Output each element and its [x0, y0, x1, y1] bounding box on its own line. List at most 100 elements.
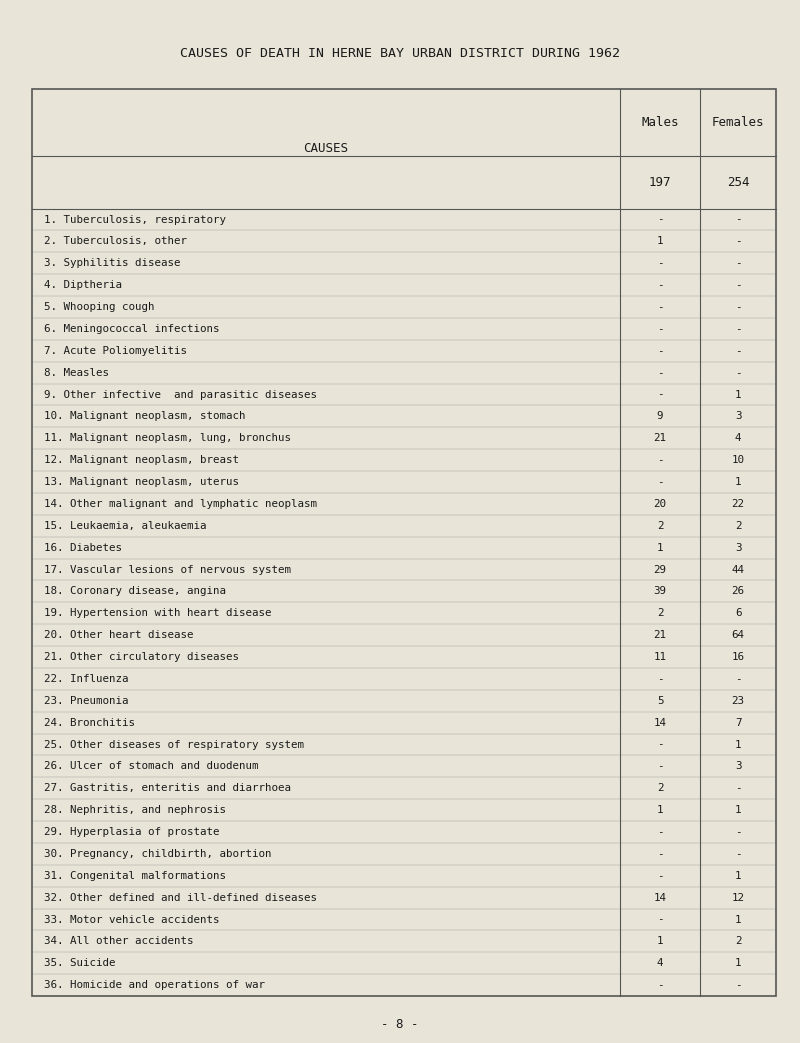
- Text: 31. Congenital malformations: 31. Congenital malformations: [44, 871, 226, 880]
- Text: 1: 1: [734, 871, 742, 880]
- Text: -: -: [657, 302, 663, 312]
- Text: 197: 197: [649, 176, 671, 189]
- Text: 3: 3: [734, 761, 742, 772]
- Text: 21. Other circulatory diseases: 21. Other circulatory diseases: [44, 652, 239, 662]
- Text: 6. Meningococcal infections: 6. Meningococcal infections: [44, 324, 219, 334]
- Text: 5. Whooping cough: 5. Whooping cough: [44, 302, 154, 312]
- Text: -: -: [657, 739, 663, 750]
- Text: 2: 2: [734, 520, 742, 531]
- Text: 14: 14: [654, 893, 666, 902]
- Text: 22: 22: [731, 499, 745, 509]
- Text: 4: 4: [734, 433, 742, 443]
- Text: -: -: [657, 455, 663, 465]
- Text: Males: Males: [642, 116, 678, 129]
- Text: 4. Diptheria: 4. Diptheria: [44, 281, 122, 290]
- Text: 23: 23: [731, 696, 745, 706]
- Text: 32. Other defined and ill-defined diseases: 32. Other defined and ill-defined diseas…: [44, 893, 317, 902]
- Text: -: -: [734, 367, 742, 378]
- Text: 35. Suicide: 35. Suicide: [44, 959, 115, 968]
- Text: 2: 2: [657, 783, 663, 794]
- Text: 22. Influenza: 22. Influenza: [44, 674, 129, 684]
- Text: -: -: [657, 849, 663, 858]
- Text: 1: 1: [657, 237, 663, 246]
- Text: 20: 20: [654, 499, 666, 509]
- Text: 39: 39: [654, 586, 666, 597]
- Text: 11. Malignant neoplasm, lung, bronchus: 11. Malignant neoplasm, lung, bronchus: [44, 433, 291, 443]
- Text: -: -: [734, 346, 742, 356]
- Text: -: -: [734, 827, 742, 838]
- Text: 19. Hypertension with heart disease: 19. Hypertension with heart disease: [44, 608, 271, 618]
- Text: -: -: [734, 324, 742, 334]
- Text: 25. Other diseases of respiratory system: 25. Other diseases of respiratory system: [44, 739, 304, 750]
- Text: 64: 64: [731, 630, 745, 640]
- Text: -: -: [657, 761, 663, 772]
- Text: 5: 5: [657, 696, 663, 706]
- Text: -: -: [657, 871, 663, 880]
- Text: 3. Syphilitis disease: 3. Syphilitis disease: [44, 259, 181, 268]
- Text: -: -: [734, 259, 742, 268]
- Text: -: -: [657, 915, 663, 924]
- Text: CAUSES OF DEATH IN HERNE BAY URBAN DISTRICT DURING 1962: CAUSES OF DEATH IN HERNE BAY URBAN DISTR…: [180, 47, 620, 59]
- Text: 4: 4: [657, 959, 663, 968]
- Text: 34. All other accidents: 34. All other accidents: [44, 937, 194, 946]
- Text: 1: 1: [657, 937, 663, 946]
- Text: 33. Motor vehicle accidents: 33. Motor vehicle accidents: [44, 915, 219, 924]
- Text: 9. Other infective  and parasitic diseases: 9. Other infective and parasitic disease…: [44, 389, 317, 399]
- Text: 6: 6: [734, 608, 742, 618]
- Text: -: -: [657, 389, 663, 399]
- Text: 26: 26: [731, 586, 745, 597]
- Text: 11: 11: [654, 652, 666, 662]
- Text: -: -: [734, 783, 742, 794]
- Text: Females: Females: [712, 116, 764, 129]
- Text: 17. Vascular lesions of nervous system: 17. Vascular lesions of nervous system: [44, 564, 291, 575]
- Text: -: -: [734, 980, 742, 990]
- Text: 1: 1: [657, 805, 663, 816]
- Text: -: -: [734, 849, 742, 858]
- Text: -: -: [657, 281, 663, 290]
- Text: 13. Malignant neoplasm, uterus: 13. Malignant neoplasm, uterus: [44, 477, 239, 487]
- Text: 1: 1: [734, 915, 742, 924]
- Text: 21: 21: [654, 433, 666, 443]
- Text: 3: 3: [734, 542, 742, 553]
- Text: 16: 16: [731, 652, 745, 662]
- Text: 18. Coronary disease, angina: 18. Coronary disease, angina: [44, 586, 226, 597]
- Text: 9: 9: [657, 411, 663, 421]
- Text: 2. Tuberculosis, other: 2. Tuberculosis, other: [44, 237, 187, 246]
- Text: 3: 3: [734, 411, 742, 421]
- Text: 1. Tuberculosis, respiratory: 1. Tuberculosis, respiratory: [44, 215, 226, 224]
- Text: 10: 10: [731, 455, 745, 465]
- Text: -: -: [657, 477, 663, 487]
- Text: -: -: [734, 302, 742, 312]
- Text: 36. Homicide and operations of war: 36. Homicide and operations of war: [44, 980, 265, 990]
- Text: 20. Other heart disease: 20. Other heart disease: [44, 630, 194, 640]
- Text: 1: 1: [734, 739, 742, 750]
- Text: -: -: [734, 281, 742, 290]
- Text: 1: 1: [734, 477, 742, 487]
- Text: 28. Nephritis, and nephrosis: 28. Nephritis, and nephrosis: [44, 805, 226, 816]
- Text: 14. Other malignant and lymphatic neoplasm: 14. Other malignant and lymphatic neopla…: [44, 499, 317, 509]
- Text: -: -: [657, 215, 663, 224]
- Text: - 8 -: - 8 -: [382, 1018, 418, 1030]
- Text: 12. Malignant neoplasm, breast: 12. Malignant neoplasm, breast: [44, 455, 239, 465]
- Text: 2: 2: [657, 520, 663, 531]
- Text: -: -: [657, 346, 663, 356]
- Text: -: -: [657, 674, 663, 684]
- Text: 14: 14: [654, 718, 666, 728]
- Text: 29: 29: [654, 564, 666, 575]
- Text: -: -: [734, 674, 742, 684]
- Text: 15. Leukaemia, aleukaemia: 15. Leukaemia, aleukaemia: [44, 520, 206, 531]
- Text: -: -: [657, 980, 663, 990]
- Text: 2: 2: [734, 937, 742, 946]
- Text: 21: 21: [654, 630, 666, 640]
- Text: 7. Acute Poliomyelitis: 7. Acute Poliomyelitis: [44, 346, 187, 356]
- Text: 12: 12: [731, 893, 745, 902]
- Text: 26. Ulcer of stomach and duodenum: 26. Ulcer of stomach and duodenum: [44, 761, 258, 772]
- Text: -: -: [657, 324, 663, 334]
- Text: 2: 2: [657, 608, 663, 618]
- Text: 7: 7: [734, 718, 742, 728]
- Text: -: -: [734, 215, 742, 224]
- Text: 24. Bronchitis: 24. Bronchitis: [44, 718, 135, 728]
- Text: 29. Hyperplasia of prostate: 29. Hyperplasia of prostate: [44, 827, 219, 838]
- Text: 8. Measles: 8. Measles: [44, 367, 109, 378]
- Text: -: -: [657, 827, 663, 838]
